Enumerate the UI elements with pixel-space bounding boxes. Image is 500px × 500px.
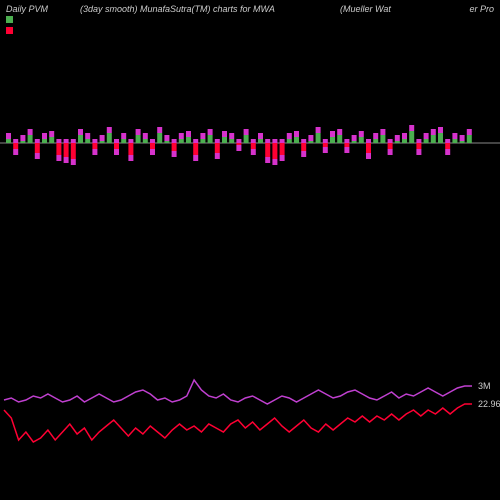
chart-area: 3M 22.96 xyxy=(0,0,500,500)
chart-svg: 3M 22.96 xyxy=(0,0,500,500)
svg-text:22.96: 22.96 xyxy=(478,399,500,409)
svg-text:3M: 3M xyxy=(478,381,491,391)
